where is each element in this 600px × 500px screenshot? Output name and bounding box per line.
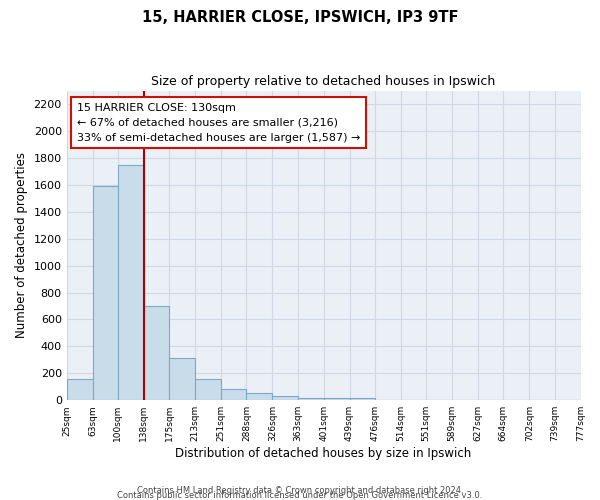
Bar (92, 186, 118, 400)
Bar (272, 396, 298, 400)
Y-axis label: Number of detached properties: Number of detached properties (15, 152, 28, 338)
Bar (298, 398, 323, 400)
Bar (195, 380, 221, 400)
Bar (247, 394, 272, 400)
Title: Size of property relative to detached houses in Ipswich: Size of property relative to detached ho… (151, 75, 496, 88)
Text: 15 HARRIER CLOSE: 130sqm
← 67% of detached houses are smaller (3,216)
33% of sem: 15 HARRIER CLOSE: 130sqm ← 67% of detach… (77, 103, 361, 142)
Bar (323, 398, 350, 400)
Bar (144, 306, 169, 400)
Text: 15, HARRIER CLOSE, IPSWICH, IP3 9TF: 15, HARRIER CLOSE, IPSWICH, IP3 9TF (142, 10, 458, 25)
Bar (169, 358, 195, 400)
X-axis label: Distribution of detached houses by size in Ipswich: Distribution of detached houses by size … (175, 447, 472, 460)
Text: Contains public sector information licensed under the Open Government Licence v3: Contains public sector information licen… (118, 491, 482, 500)
Bar (67, 378, 92, 400)
Bar (221, 389, 247, 400)
Bar (118, 164, 144, 400)
Bar (350, 398, 375, 400)
Text: Contains HM Land Registry data © Crown copyright and database right 2024.: Contains HM Land Registry data © Crown c… (137, 486, 463, 495)
